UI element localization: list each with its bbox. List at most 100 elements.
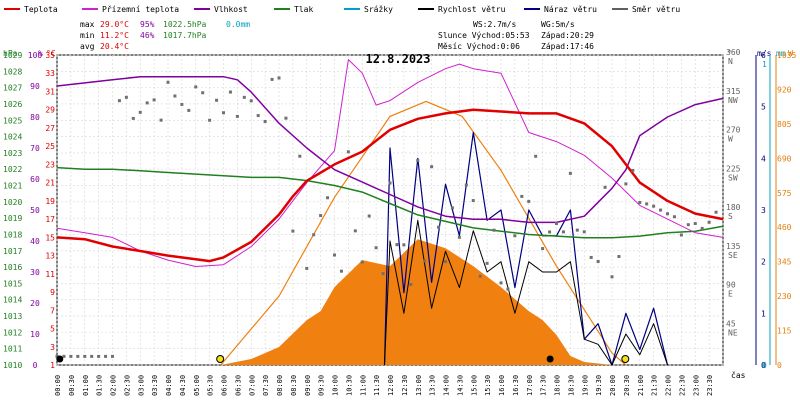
info-sun-rise: Slunce Východ:05:53 <box>438 31 530 40</box>
ms-tick: 1 <box>761 309 766 318</box>
time-tick: 21:30 <box>651 375 659 396</box>
wind-direction-point <box>679 233 683 237</box>
wind-direction-point <box>201 91 205 95</box>
dir-tick: 180 <box>726 203 741 212</box>
stats-max-rain: 0.0mm <box>226 20 250 29</box>
temp-tick: 23 <box>45 160 55 169</box>
wind-direction-point <box>416 159 420 163</box>
wind-direction-point <box>492 228 496 232</box>
wind-direction-point <box>638 200 642 204</box>
wind-direction-point <box>194 85 198 89</box>
wind-direction-point <box>700 226 704 230</box>
dir-tick-label: NW <box>728 96 738 105</box>
temp-tick: 29 <box>45 106 55 115</box>
wind-direction-point <box>360 260 364 264</box>
chart-title: 12.8.2023 <box>365 52 430 66</box>
wind-direction-point <box>215 98 219 102</box>
time-tick: 23:30 <box>706 375 714 396</box>
time-tick: 07:00 <box>248 375 256 396</box>
hpa-tick: 1027 <box>3 84 22 93</box>
dir-tick: 45 <box>726 319 736 328</box>
time-tick: 18:30 <box>567 375 575 396</box>
wind-direction-point <box>402 243 406 247</box>
time-tick: 11:30 <box>373 375 381 396</box>
wind-direction-point <box>124 95 128 99</box>
time-tick: 05:00 <box>193 375 201 396</box>
wind-direction-point <box>104 354 108 358</box>
wind-direction-point <box>444 260 447 264</box>
wind-direction-point <box>55 354 59 358</box>
wind-direction-point <box>714 210 718 214</box>
time-tick: 01:00 <box>82 375 90 396</box>
moonrise-marker <box>56 355 64 363</box>
wind-direction-point <box>541 247 545 251</box>
wind-direction-point <box>111 354 114 358</box>
wind-direction-point <box>450 206 454 210</box>
temp-tick: 35 <box>45 51 55 60</box>
stats-avg-label: avg <box>80 42 95 51</box>
wind-direction-point <box>242 95 246 99</box>
wind-direction-point <box>138 110 142 114</box>
wind-direction-point <box>548 230 552 234</box>
time-tick: 02:30 <box>123 375 131 396</box>
wind-direction-point <box>457 235 461 239</box>
wind-direction-point <box>395 243 399 247</box>
wind-direction-point <box>339 269 343 273</box>
wind-direction-point <box>645 202 649 206</box>
temp-tick: 33 <box>45 69 55 78</box>
hpa-tick: 1018 <box>3 230 22 239</box>
wind-direction-point <box>222 111 225 115</box>
wind-direction-point <box>686 223 690 227</box>
hpa-tick: 1021 <box>3 182 22 191</box>
time-tick: 13:30 <box>429 375 437 396</box>
wind-direction-point <box>672 215 676 219</box>
stats-max-label: max <box>80 20 95 29</box>
wind-direction-point <box>173 94 177 98</box>
time-tick: 17:30 <box>540 375 548 396</box>
dir-tick-label: E <box>728 290 733 299</box>
wind-direction-point <box>333 253 336 257</box>
wind-direction-point <box>256 114 260 118</box>
hpa-tick: 1028 <box>3 67 22 76</box>
wind-direction-point <box>631 168 635 172</box>
w-tick: 920 <box>777 85 792 94</box>
wind-direction-point <box>624 182 628 186</box>
pct-tick: 0 <box>33 361 38 370</box>
ms-tick: 0 <box>761 361 766 370</box>
time-tick: 15:00 <box>470 375 478 396</box>
wind-direction-point <box>381 272 385 276</box>
wind-direction-point <box>187 108 191 112</box>
time-tick: 19:00 <box>581 375 589 396</box>
ms-tick: 4 <box>761 154 766 163</box>
legend-label: Směr větru <box>632 5 680 14</box>
time-tick: 23:00 <box>692 375 700 396</box>
pct-tick: 40 <box>30 237 40 246</box>
hpa-tick: 1014 <box>3 296 22 305</box>
hpa-tick: 1026 <box>3 100 22 109</box>
pct-tick: 30 <box>30 268 40 277</box>
stats-min-hum: 46% <box>140 31 155 40</box>
temp-tick: 25 <box>45 142 55 151</box>
pct-unit-label: % <box>38 49 43 58</box>
mm-unit-label: mm <box>776 49 786 58</box>
time-tick: 10:00 <box>332 375 340 396</box>
humidity-line <box>56 75 724 224</box>
info-moon-set: Západ:17:46 <box>541 42 594 51</box>
stats-max-temp: 29.0°C <box>100 20 129 29</box>
radiation-area <box>220 239 626 365</box>
dir-tick-label: W <box>728 135 733 144</box>
pressure-line <box>56 166 724 239</box>
stats-min-label: min <box>80 31 95 40</box>
time-tick: 08:00 <box>276 375 284 396</box>
pct-tick: 80 <box>30 113 40 122</box>
hpa-tick: 1010 <box>3 361 22 370</box>
wind-direction-point <box>478 274 482 278</box>
time-tick: 09:00 <box>304 375 312 396</box>
temp-tick: 5 <box>50 325 55 334</box>
wind-direction-point <box>652 204 656 208</box>
time-unit-label: čas <box>731 370 746 380</box>
wind-direction-point <box>707 220 711 224</box>
wind-direction-point <box>374 246 378 250</box>
time-tick: 13:00 <box>415 375 423 396</box>
legend-label: Vlhkost <box>214 5 248 14</box>
